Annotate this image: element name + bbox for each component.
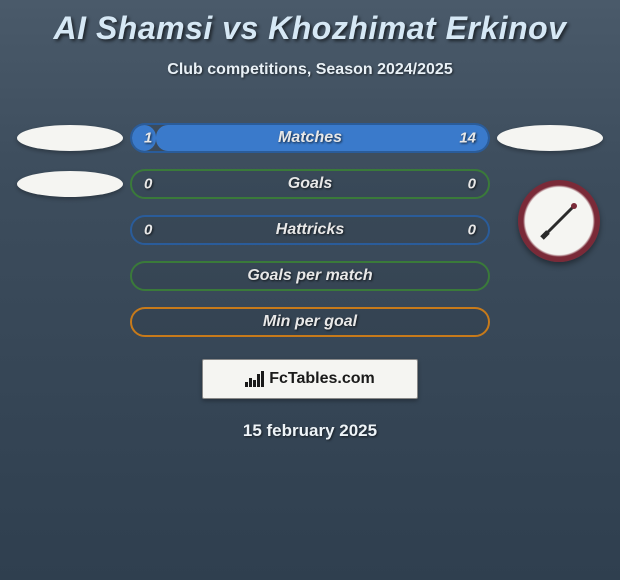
stat-bar: 0 0 Hattricks [130, 215, 490, 245]
player-badge [490, 125, 610, 151]
ellipse-icon [497, 125, 603, 151]
stat-bar: Goals per match [130, 261, 490, 291]
player-badge [10, 125, 130, 151]
stat-left-value: 1 [144, 130, 152, 147]
date-label: 15 february 2025 [0, 421, 620, 441]
bar-chart-icon [245, 371, 265, 387]
stat-bar: Min per goal [130, 307, 490, 337]
stat-label: Goals [288, 175, 332, 193]
stat-bar: 0 0 Goals [130, 169, 490, 199]
stat-right-value: 14 [459, 130, 476, 147]
stat-right-value: 0 [468, 222, 476, 239]
stat-label: Matches [278, 129, 342, 147]
brand-label: FcTables.com [269, 370, 375, 388]
stat-row: 0 0 Goals [10, 161, 610, 207]
stat-label: Goals per match [247, 267, 372, 285]
club-badge [518, 180, 600, 262]
stat-right-value: 0 [468, 176, 476, 193]
page-title: AI Shamsi vs Khozhimat Erkinov [0, 0, 620, 47]
ellipse-icon [17, 125, 123, 151]
stat-row: Goals per match [10, 253, 610, 299]
page-subtitle: Club competitions, Season 2024/2025 [0, 61, 620, 79]
stat-left-value: 0 [144, 176, 152, 193]
stat-bar: 1 14 Matches [130, 123, 490, 153]
stat-label: Min per goal [263, 313, 357, 331]
player-badge [10, 171, 130, 197]
stat-label: Hattricks [276, 221, 344, 239]
brand-box: FcTables.com [202, 359, 418, 399]
stat-row: 1 14 Matches [10, 115, 610, 161]
stat-left-value: 0 [144, 222, 152, 239]
ellipse-icon [17, 171, 123, 197]
sword-icon [536, 198, 582, 244]
stat-row: Min per goal [10, 299, 610, 345]
